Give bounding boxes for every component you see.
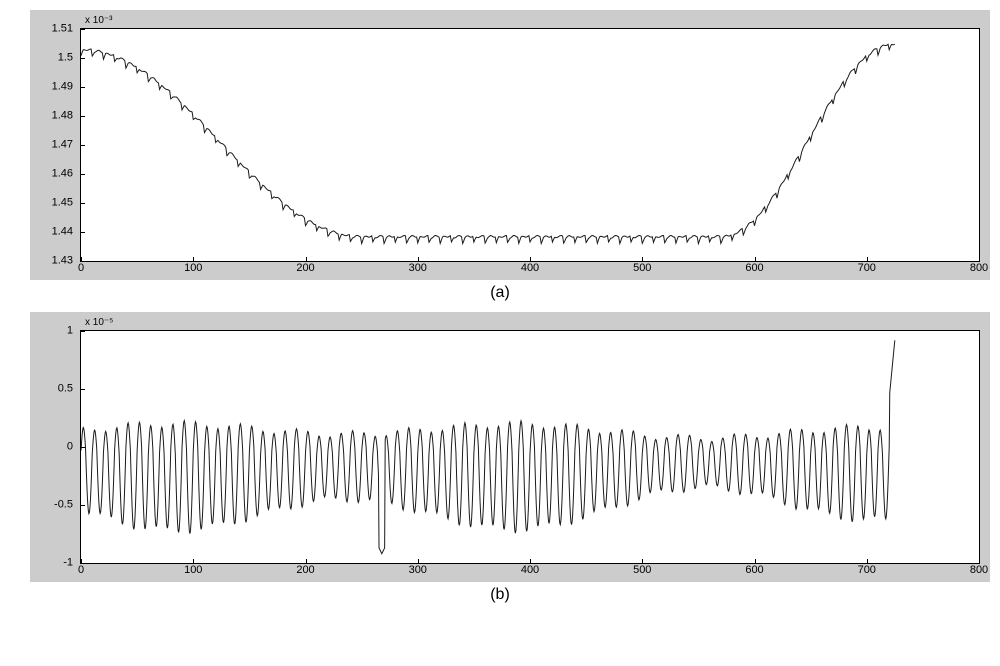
y-tick-label: 1.5 bbox=[41, 53, 73, 64]
x-tick-label: 100 bbox=[184, 565, 202, 576]
y-tick-label: 1 bbox=[41, 326, 73, 337]
y-tick-label: 1.48 bbox=[41, 111, 73, 122]
figure-a: 1.43 1.44 1.45 1.46 1.47 1.48 1.49 1.5 1.51 0 100… bbox=[30, 10, 990, 280]
x-tick-label: 300 bbox=[409, 565, 427, 576]
y-tick-label: 1.43 bbox=[41, 256, 73, 267]
y-ticks-b: -1-0.500.51 bbox=[41, 331, 77, 563]
x-tick-label: 300 bbox=[409, 263, 427, 274]
y-tick-label: 0 bbox=[41, 442, 73, 453]
y-tick-label: -1 bbox=[41, 558, 73, 569]
x-tick-label: 600 bbox=[745, 565, 763, 576]
exponent-label-b: x 10⁻⁵ bbox=[85, 317, 113, 328]
figure-b: -1 -0.5 0 0.5 1 0 100 200 300 400 500 600 700 800 x … bbox=[30, 312, 990, 582]
x-tick-label: 200 bbox=[296, 263, 314, 274]
y-tick-label: 1.47 bbox=[41, 140, 73, 151]
x-tick-label: 400 bbox=[521, 565, 539, 576]
y-tick-label: 1.45 bbox=[41, 198, 73, 209]
series-line-a bbox=[81, 44, 895, 243]
x-tick-label: 400 bbox=[521, 263, 539, 274]
plot-area-b: -1-0.500.51 0100200300400500600700800 x … bbox=[80, 330, 980, 564]
line-svg-b bbox=[81, 331, 979, 563]
y-tick-label: 1.51 bbox=[41, 24, 73, 35]
y-tick-label: 1.49 bbox=[41, 82, 73, 93]
y-tick-label: 0.5 bbox=[41, 384, 73, 395]
x-ticks-b: 0100200300400500600700800 bbox=[81, 565, 979, 577]
y-ticks-a: 1.431.441.451.461.471.481.491.51.51 bbox=[41, 29, 77, 261]
x-tick-label: 200 bbox=[296, 565, 314, 576]
subplot-label-a: (a) bbox=[10, 284, 990, 302]
x-tick-label: 500 bbox=[633, 565, 651, 576]
plot-area-a: 1.431.441.451.461.471.481.491.51.51 0100… bbox=[80, 28, 980, 262]
y-tick-label: -0.5 bbox=[41, 500, 73, 511]
x-tick-label: 700 bbox=[858, 565, 876, 576]
y-tick-label: 1.44 bbox=[41, 227, 73, 238]
x-tick-label: 700 bbox=[858, 263, 876, 274]
exponent-label-a: x 10⁻³ bbox=[85, 15, 113, 26]
series-line-b bbox=[81, 340, 895, 553]
x-tick-label: 600 bbox=[745, 263, 763, 274]
x-tick-label: 0 bbox=[78, 565, 84, 576]
x-ticks-a: 0100200300400500600700800 bbox=[81, 263, 979, 275]
line-svg-a bbox=[81, 29, 979, 261]
x-tick-label: 100 bbox=[184, 263, 202, 274]
y-tick-label: 1.46 bbox=[41, 169, 73, 180]
x-tick-label: 0 bbox=[78, 263, 84, 274]
x-tick-label: 800 bbox=[970, 565, 988, 576]
x-tick-label: 500 bbox=[633, 263, 651, 274]
subplot-label-b: (b) bbox=[10, 586, 990, 604]
x-tick-label: 800 bbox=[970, 263, 988, 274]
